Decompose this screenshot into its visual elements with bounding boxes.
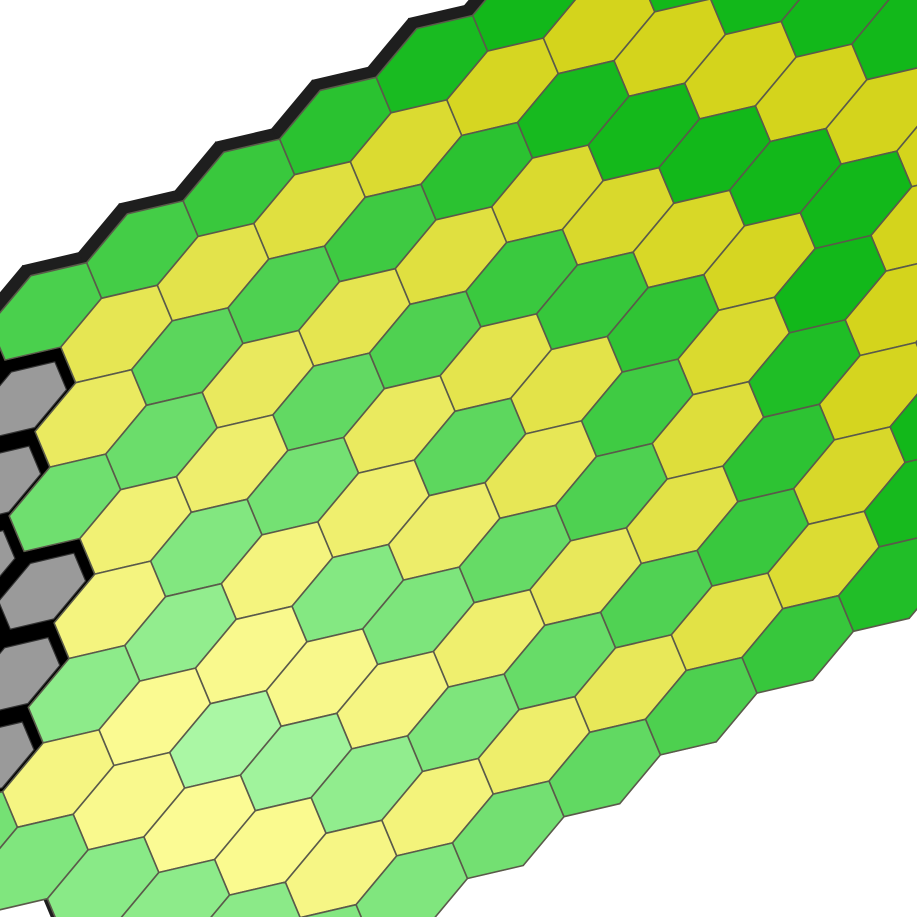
hex-cell-green-12-3[interactable] xyxy=(46,836,160,917)
hex-cell-green-12-5[interactable] xyxy=(189,881,301,917)
hex-face xyxy=(120,858,231,917)
hex-cell-slot-11-1[interactable] xyxy=(0,708,43,804)
hex-cell-slot-10-1[interactable] xyxy=(0,623,68,720)
hex-cell-green-12-6[interactable] xyxy=(260,903,371,917)
hex-face xyxy=(299,903,363,917)
hex-cell-green-12-4[interactable] xyxy=(118,858,231,917)
hex-face xyxy=(0,790,19,850)
slot-face xyxy=(0,636,61,711)
slot-face xyxy=(0,721,35,789)
hex-cell-green-12-1[interactable] xyxy=(0,790,19,889)
slot-face xyxy=(0,529,16,578)
hex-cell-slot-8-0[interactable] xyxy=(0,432,49,528)
hex-cell-slot-7-0[interactable] xyxy=(0,348,75,444)
hex-cell-slot-9-0[interactable] xyxy=(0,516,23,613)
hex-cell-slot-9-1[interactable] xyxy=(0,539,94,635)
hex-face xyxy=(46,836,160,917)
slot-face xyxy=(0,552,87,630)
hex-face xyxy=(210,881,301,917)
slot-face xyxy=(0,361,68,437)
slot-face xyxy=(0,445,42,515)
